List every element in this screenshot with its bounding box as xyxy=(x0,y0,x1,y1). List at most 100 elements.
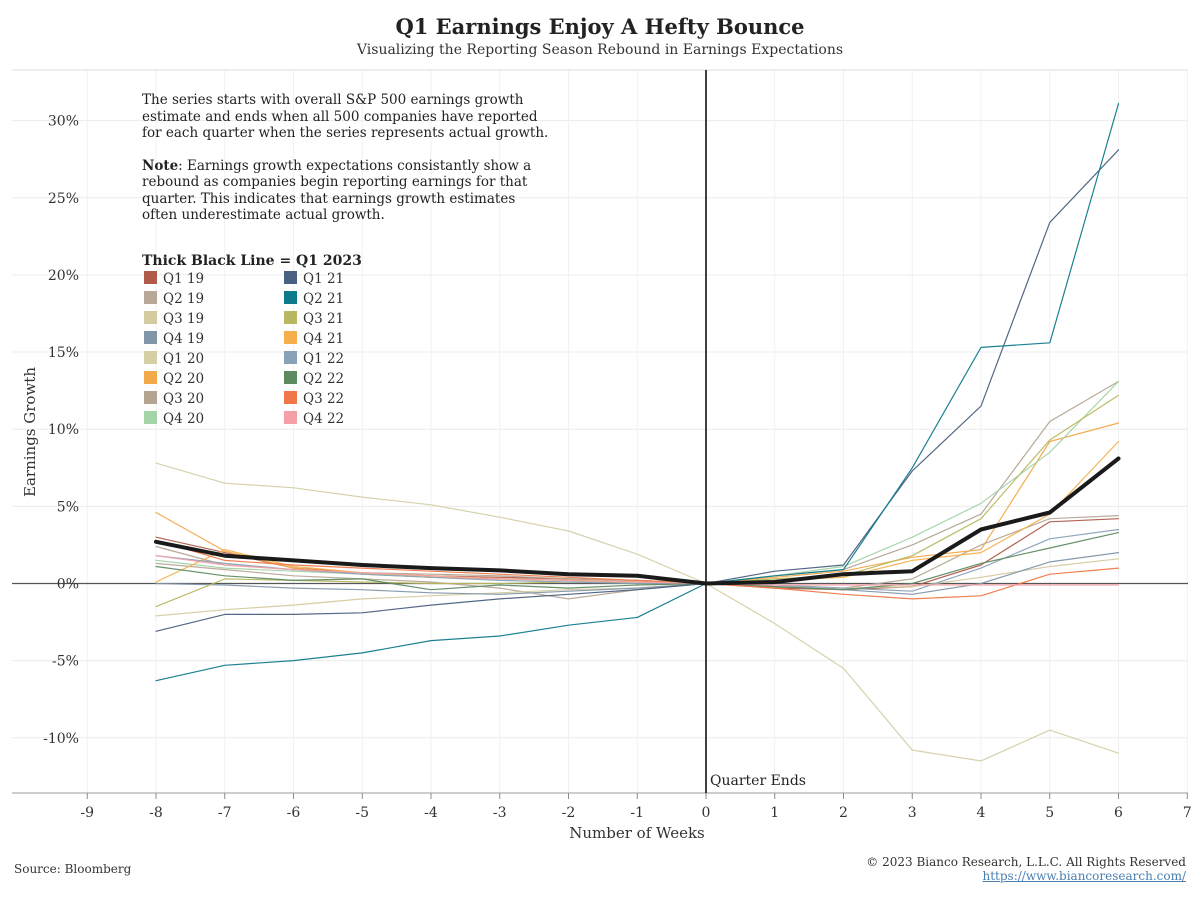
x-tick-label: -2 xyxy=(562,805,576,821)
legend-item-q2-19: Q2 19 xyxy=(144,291,204,311)
legend-label: Q2 20 xyxy=(163,371,205,387)
copyright-note: © 2023 Bianco Research, L.L.C. All Right… xyxy=(866,855,1186,869)
series-line-q2-22 xyxy=(155,531,1120,591)
y-axis-label: Earnings Growth xyxy=(21,367,39,497)
legend-label: Q3 21 xyxy=(303,311,345,327)
legend-label: Q2 19 xyxy=(163,291,205,307)
legend-item-q4-19: Q4 19 xyxy=(144,331,204,351)
legend-swatch xyxy=(144,291,157,304)
note-paragraph-2: Note: Earnings growth expectations consi… xyxy=(142,158,552,224)
legend-item-q3-20: Q3 20 xyxy=(144,391,204,411)
legend-item-q1-20: Q1 20 xyxy=(144,351,204,371)
series-lines xyxy=(154,102,1121,762)
x-tick-label: 2 xyxy=(839,805,848,821)
x-tick-label: -9 xyxy=(80,805,94,821)
source-note: Source: Bloomberg xyxy=(14,862,132,876)
legend-swatch xyxy=(144,271,157,284)
x-tick-label: -5 xyxy=(355,805,369,821)
website-link[interactable]: https://www.biancoresearch.com/ xyxy=(982,869,1186,883)
legend-swatch xyxy=(144,411,157,424)
legend-label: Q2 21 xyxy=(303,291,345,307)
legend-title: Thick Black Line = Q1 2023 xyxy=(142,253,362,269)
note-paragraph-2-text: : Earnings growth expectations consistan… xyxy=(142,157,532,224)
legend-label: Q1 19 xyxy=(163,271,205,287)
x-tick-label: -8 xyxy=(149,805,163,821)
legend-swatch xyxy=(284,311,297,324)
legend-swatch xyxy=(284,331,297,344)
tick-labels: -10% -5% 0% 5% 10% 15% 20% 25% 30% -9 -8 -7 -6 -5 -4 -3… xyxy=(43,114,1192,821)
x-tick-label: -7 xyxy=(218,805,232,821)
legend-item-q3-21: Q3 21 xyxy=(284,311,344,331)
y-tick-label: -5% xyxy=(52,654,79,670)
legend-swatch xyxy=(284,271,297,284)
y-tick-label: 30% xyxy=(48,114,79,130)
legend-swatch xyxy=(284,291,297,304)
y-tick-label: -10% xyxy=(43,731,79,747)
x-tick-label: -1 xyxy=(630,805,644,821)
y-tick-label: 20% xyxy=(48,268,79,284)
legend-label: Q3 20 xyxy=(163,391,205,407)
series-line-q1-2023 xyxy=(154,456,1121,586)
x-tick-label: 4 xyxy=(977,805,986,821)
series-line-q1-21 xyxy=(155,149,1120,632)
chart-subtitle: Visualizing the Reporting Season Rebound… xyxy=(356,42,844,58)
note-bold-label: Note xyxy=(142,157,179,174)
x-tick-label: -6 xyxy=(287,805,301,821)
y-tick-label: 15% xyxy=(48,345,79,361)
legend-label: Q1 21 xyxy=(303,271,345,287)
chart-title: Q1 Earnings Enjoy A Hefty Bounce xyxy=(395,14,805,39)
note-paragraph-1: The series starts with overall S&P 500 e… xyxy=(142,92,549,141)
legend-swatch xyxy=(284,411,297,424)
legend-item-q1-21: Q1 21 xyxy=(284,271,344,291)
legend-item-q4-22: Q4 22 xyxy=(284,411,344,431)
series-line-q3-22 xyxy=(155,539,1120,600)
x-tick-label: 3 xyxy=(908,805,917,821)
y-tick-label: 0% xyxy=(57,577,79,593)
legend-label: Q1 20 xyxy=(163,351,205,367)
legend-label: Q2 22 xyxy=(303,371,345,387)
series-line-q2-21 xyxy=(155,102,1120,682)
x-tick-label: -4 xyxy=(424,805,438,821)
x-tick-label: 5 xyxy=(1045,805,1054,821)
legend-swatch xyxy=(144,371,157,384)
legend-label: Q3 19 xyxy=(163,311,205,327)
legend-item-q2-21: Q2 21 xyxy=(284,291,344,311)
legend-swatch xyxy=(284,371,297,384)
x-axis-label: Number of Weeks xyxy=(569,824,705,842)
legend-label: Q1 22 xyxy=(303,351,345,367)
x-tick-label: 0 xyxy=(702,805,711,821)
legend-item-q3-19: Q3 19 xyxy=(144,311,204,331)
legend-label: Q4 22 xyxy=(303,411,345,427)
legend-swatch xyxy=(284,391,297,404)
chart-note: The series starts with overall S&P 500 e… xyxy=(142,92,552,240)
grid xyxy=(12,70,1188,793)
legend-label: Q4 21 xyxy=(303,331,345,347)
legend-swatch xyxy=(144,351,157,364)
legend-label: Q4 20 xyxy=(163,411,205,427)
legend-swatch xyxy=(144,391,157,404)
x-tick-label: -3 xyxy=(493,805,507,821)
legend-item-q1-19: Q1 19 xyxy=(144,271,204,291)
legend-swatch xyxy=(144,331,157,344)
x-tick-label: 1 xyxy=(770,805,779,821)
legend-swatch xyxy=(284,351,297,364)
y-tick-label: 5% xyxy=(57,499,79,515)
series-line-q4-19 xyxy=(155,551,1120,595)
x-tick-label: 7 xyxy=(1183,805,1192,821)
legend-item-q2-22: Q2 22 xyxy=(284,371,344,391)
legend-label: Q4 19 xyxy=(163,331,205,347)
legend-item-q3-22: Q3 22 xyxy=(284,391,344,411)
series-line-q1-20 xyxy=(155,462,1120,762)
legend-swatch xyxy=(144,311,157,324)
legend-item-q2-20: Q2 20 xyxy=(144,371,204,391)
y-tick-label: 10% xyxy=(48,422,79,438)
y-tick-label: 25% xyxy=(48,191,79,207)
quarter-ends-annotation: Quarter Ends xyxy=(710,773,806,789)
legend-label: Q3 22 xyxy=(303,391,345,407)
legend-item-q4-20: Q4 20 xyxy=(144,411,204,431)
axes xyxy=(12,69,1188,799)
legend-item-q4-21: Q4 21 xyxy=(284,331,344,351)
x-tick-label: 6 xyxy=(1114,805,1123,821)
series-line-q4-22 xyxy=(155,555,1120,586)
